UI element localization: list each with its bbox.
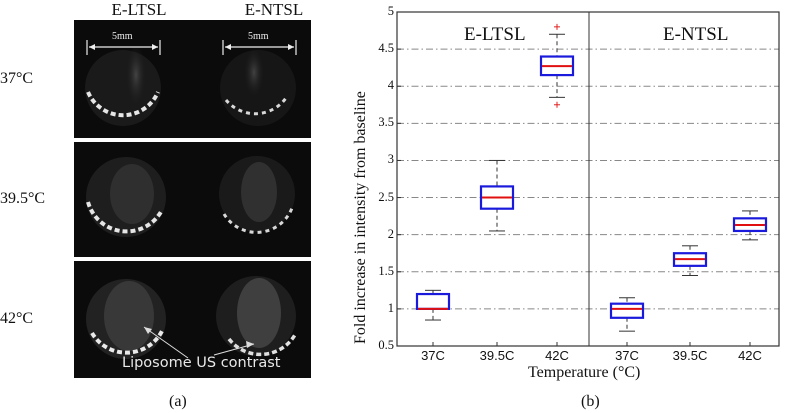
column-header-eltsl: E-LTSL — [111, 0, 167, 19]
x-tick-label: 42C — [738, 348, 762, 363]
ultrasound-panel-37 — [74, 20, 311, 138]
ultrasound-panel-39-5 — [74, 142, 311, 257]
y-tick-label: 2.5 — [378, 189, 394, 204]
scale-bar-label-right: 5mm — [248, 31, 269, 42]
box-E-LTSL-42C — [539, 23, 575, 108]
y-tick-label: 2 — [387, 226, 394, 241]
row-label-39-5: 39.5°C — [0, 190, 46, 207]
box-E-LTSL-39.5C — [479, 159, 515, 232]
y-tick-label: 1.5 — [378, 263, 394, 278]
x-tick-label: 37C — [421, 348, 445, 363]
y-tick-label: 4.5 — [378, 41, 394, 56]
y-tick-label: 5 — [387, 4, 394, 18]
x-tick-label: 39.5C — [672, 348, 708, 363]
box-E-LTSL-37C — [415, 289, 451, 321]
x-tick-label: 42C — [545, 348, 569, 363]
scale-bar-right — [222, 40, 297, 55]
caption-a: (a) — [169, 393, 187, 410]
x-tick-label: 37C — [615, 348, 639, 363]
ultrasound-panel-42 — [74, 261, 311, 378]
y-tick-label: 3 — [387, 152, 394, 167]
group-title-entsl: E-NTSL — [663, 24, 729, 45]
scale-bar-label-left: 5mm — [112, 31, 133, 42]
box-E-NTSL-42C — [732, 210, 768, 241]
box-E-NTSL-39.5C — [672, 245, 708, 276]
y-tick-label: 1 — [387, 300, 394, 315]
x-axis-label: Temperature (°C) — [528, 364, 641, 381]
column-header-entsl: E-NTSL — [244, 0, 304, 19]
y-tick-label: 3.5 — [378, 115, 394, 130]
row-label-37: 37°C — [0, 70, 34, 87]
caption-b: (b) — [581, 393, 600, 410]
y-tick-label: 0.5 — [378, 338, 394, 352]
y-tick-label: 4 — [387, 78, 394, 93]
annotation-liposome-contrast: Liposome US contrast — [122, 355, 281, 371]
group-title-eltsl: E-LTSL — [464, 24, 526, 45]
x-tick-label: 39.5C — [479, 348, 515, 363]
box-E-NTSL-37C — [609, 297, 645, 332]
row-label-42: 42°C — [0, 310, 34, 327]
scale-bar-left — [86, 40, 161, 55]
